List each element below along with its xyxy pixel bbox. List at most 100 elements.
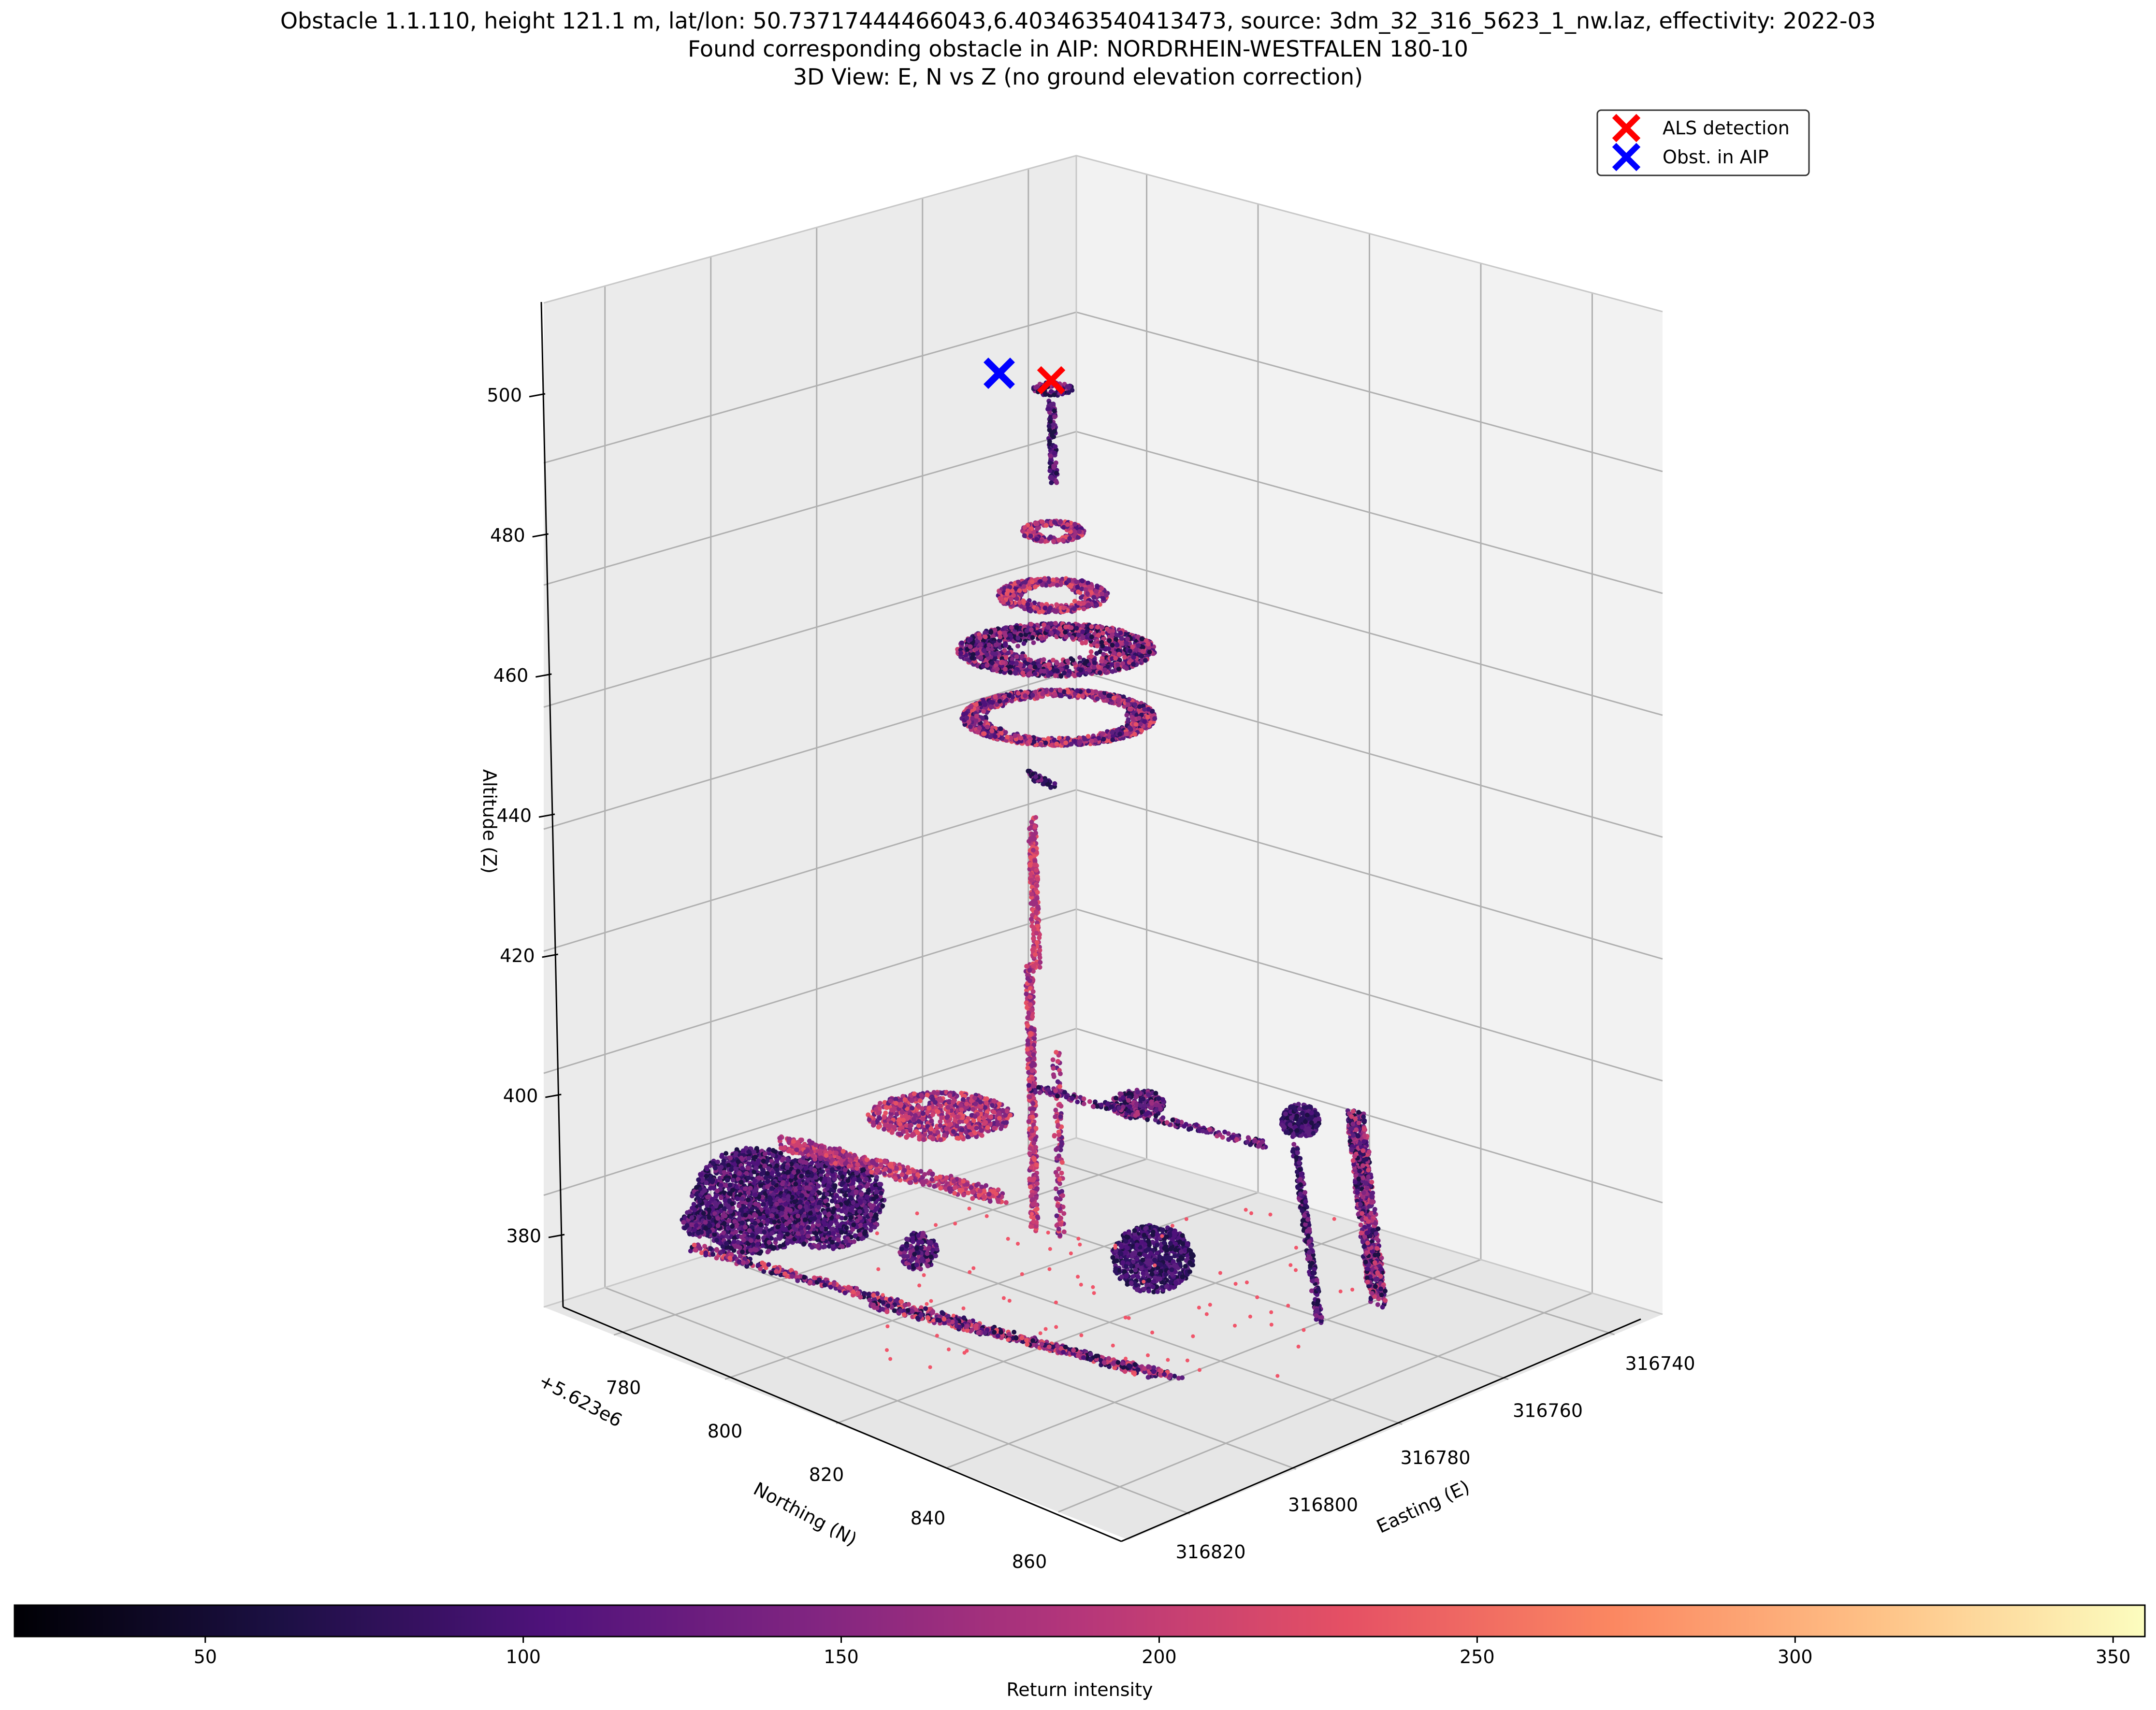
- cloud-point: [1022, 641, 1027, 646]
- cloud-point: [1034, 931, 1039, 935]
- x-tick-label: 316780: [1400, 1447, 1470, 1468]
- cloud-point: [1035, 606, 1040, 611]
- cloud-point: [1072, 673, 1077, 678]
- cloud-point: [1122, 665, 1127, 670]
- cloud-point: [1078, 668, 1083, 673]
- cloud-point: [1026, 1057, 1030, 1062]
- cloud-point: [1037, 952, 1042, 957]
- cloud-point: [1029, 819, 1034, 824]
- cloud-point: [990, 729, 995, 733]
- cloud-point: [1028, 1146, 1033, 1151]
- cloud-point: [1004, 655, 1009, 660]
- cloud-point: [1014, 625, 1019, 630]
- cloud-point: [1030, 1193, 1035, 1197]
- cloud-point: [1075, 585, 1080, 589]
- cloud-point: [1001, 660, 1006, 665]
- cloud-point: [1029, 878, 1034, 883]
- cloud-point: [1142, 707, 1147, 712]
- cloud-point: [1032, 836, 1037, 841]
- cloud-point: [1132, 732, 1137, 737]
- cloud-point: [1110, 730, 1114, 735]
- cloud-point: [1061, 1211, 1066, 1216]
- cloud-point: [1143, 658, 1148, 663]
- cloud-point: [1137, 704, 1142, 709]
- cloud-point: [1109, 662, 1114, 667]
- cloud-point: [1101, 652, 1106, 657]
- cloud-point: [1065, 522, 1070, 527]
- cloud-point: [1049, 688, 1054, 692]
- cloud-point: [1031, 1176, 1036, 1181]
- cloud-point: [1038, 965, 1042, 970]
- cloud-point: [1053, 691, 1057, 696]
- cloud-point: [1035, 1214, 1040, 1219]
- cloud-point: [1003, 643, 1008, 647]
- cloud-point: [960, 641, 965, 646]
- cloud-point: [1054, 1186, 1058, 1191]
- cloud-point: [1028, 1185, 1033, 1190]
- cloud-point: [1032, 739, 1037, 744]
- cloud-point: [1080, 635, 1085, 640]
- cloud-point: [1028, 533, 1033, 538]
- cloud-point: [1009, 596, 1013, 601]
- y-axis-label: Northing (N): [750, 1478, 860, 1550]
- cloud-point: [1070, 635, 1075, 640]
- cloud-point: [983, 702, 987, 707]
- cloud-point: [1134, 722, 1139, 727]
- cloud-point: [1152, 716, 1157, 721]
- cloud-point: [1031, 1101, 1036, 1106]
- cloud-point: [1063, 740, 1068, 745]
- cloud-point: [1032, 665, 1037, 670]
- cloud-point: [1032, 862, 1037, 867]
- cloud-point: [1104, 593, 1109, 598]
- cloud-point: [1057, 1177, 1062, 1182]
- cloud-point: [1018, 663, 1023, 668]
- cloud-point: [974, 714, 979, 718]
- cloud-point: [1060, 1160, 1065, 1165]
- cloud-point: [1053, 674, 1058, 678]
- cloud-point: [1082, 606, 1086, 611]
- cloud-point: [1067, 669, 1071, 674]
- cloud-point: [1101, 737, 1106, 742]
- cloud-point: [1003, 730, 1008, 735]
- cloud-point: [979, 655, 984, 660]
- cloud-point: [1040, 583, 1045, 588]
- cloud-point: [1126, 702, 1130, 707]
- cloud-point: [1116, 666, 1121, 671]
- cloud-point: [1075, 688, 1080, 693]
- cloud-point: [998, 596, 1002, 601]
- cloud-point: [1031, 1141, 1036, 1146]
- cloud-point: [1060, 1193, 1065, 1198]
- cloud-point: [1046, 625, 1051, 630]
- cloud-point: [1051, 1072, 1056, 1077]
- cloud-point: [1033, 1145, 1038, 1150]
- cloud-point: [1056, 1227, 1061, 1232]
- cloud-point: [1083, 640, 1088, 645]
- cloud-point: [1013, 733, 1017, 738]
- cloud-point: [1088, 654, 1093, 659]
- cloud-point: [1058, 1114, 1063, 1119]
- cloud-point: [1067, 578, 1071, 583]
- cloud-point: [1031, 936, 1036, 941]
- cloud-point: [988, 734, 993, 739]
- cloud-point: [1092, 665, 1097, 670]
- cloud-point: [1030, 693, 1035, 698]
- cloud-point: [1144, 638, 1149, 643]
- cloud-point: [1048, 460, 1053, 465]
- cloud-point: [1029, 1046, 1034, 1050]
- cloud-point: [1029, 1165, 1034, 1170]
- cloud-point: [1047, 424, 1052, 429]
- cloud-point: [1086, 667, 1091, 672]
- cloud-point: [1015, 635, 1020, 640]
- cloud-point: [997, 590, 1002, 595]
- cloud-point: [1106, 647, 1111, 651]
- cloud-point: [1031, 1149, 1036, 1154]
- cloud-point: [993, 652, 998, 657]
- cloud-point: [1055, 583, 1059, 588]
- cloud-point: [1082, 736, 1087, 741]
- cloud-point: [1059, 1189, 1064, 1194]
- cloud-point: [1035, 521, 1040, 526]
- cloud-point: [1033, 815, 1038, 820]
- cloud-point: [1034, 1186, 1039, 1191]
- cloud-point: [978, 635, 983, 640]
- cloud-point: [1031, 1219, 1036, 1224]
